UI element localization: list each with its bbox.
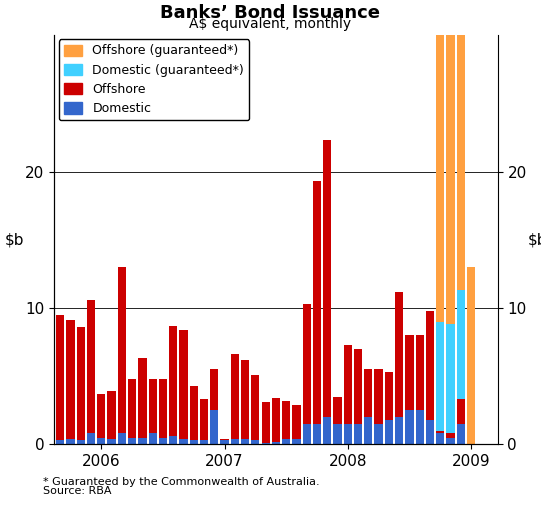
Bar [457, 31, 465, 290]
Bar [292, 405, 301, 439]
Bar [302, 424, 311, 444]
Bar [210, 370, 219, 410]
Bar [374, 370, 382, 424]
Bar [313, 181, 321, 424]
Bar [251, 440, 260, 444]
Bar [180, 439, 188, 444]
Bar [261, 443, 270, 444]
Bar [149, 433, 157, 444]
Bar [118, 433, 126, 444]
Bar [180, 330, 188, 439]
Bar [241, 360, 249, 439]
Bar [354, 349, 362, 424]
Bar [323, 417, 331, 444]
Bar [138, 359, 147, 437]
Bar [108, 439, 116, 444]
Bar [230, 355, 239, 439]
Bar [87, 300, 95, 433]
Bar [446, 437, 454, 444]
Bar [169, 326, 177, 436]
Text: A$ equivalent, monthly: A$ equivalent, monthly [189, 17, 352, 31]
Bar [333, 397, 341, 424]
Bar [323, 140, 331, 417]
Bar [138, 437, 147, 444]
Bar [446, 433, 454, 437]
Bar [149, 379, 157, 433]
Bar [200, 440, 208, 444]
Bar [415, 335, 424, 410]
Bar [385, 372, 393, 420]
Bar [169, 436, 177, 444]
Bar [374, 424, 382, 444]
Bar [344, 345, 352, 424]
Bar [190, 440, 198, 444]
Bar [302, 304, 311, 424]
Bar [230, 439, 239, 444]
Bar [97, 437, 105, 444]
Bar [436, 322, 444, 431]
Bar [395, 292, 403, 417]
Bar [108, 391, 116, 439]
Bar [67, 320, 75, 439]
Bar [159, 437, 167, 444]
Bar [118, 267, 126, 433]
Bar [446, 0, 454, 324]
Bar [190, 386, 198, 440]
Bar [405, 335, 413, 410]
Bar [87, 433, 95, 444]
Bar [282, 439, 291, 444]
Bar [221, 439, 229, 440]
Bar [364, 370, 372, 417]
Bar [446, 324, 454, 433]
Bar [313, 424, 321, 444]
Bar [241, 439, 249, 444]
Text: Banks’ Bond Issuance: Banks’ Bond Issuance [161, 4, 380, 22]
Bar [221, 440, 229, 444]
Bar [292, 439, 301, 444]
Bar [457, 424, 465, 444]
Bar [272, 442, 280, 444]
Bar [200, 399, 208, 440]
Bar [354, 424, 362, 444]
Bar [436, 431, 444, 433]
Bar [364, 417, 372, 444]
Bar [272, 398, 280, 442]
Bar [344, 424, 352, 444]
Bar [426, 311, 434, 420]
Bar [56, 440, 64, 444]
Bar [436, 433, 444, 444]
Bar [457, 290, 465, 399]
Y-axis label: $b: $b [4, 232, 24, 247]
Bar [67, 439, 75, 444]
Bar [77, 440, 85, 444]
Bar [385, 420, 393, 444]
Bar [77, 327, 85, 440]
Bar [210, 410, 219, 444]
Bar [415, 410, 424, 444]
Bar [261, 402, 270, 443]
Bar [333, 424, 341, 444]
Text: Source: RBA: Source: RBA [43, 486, 112, 496]
Bar [436, 15, 444, 322]
Bar [128, 437, 136, 444]
Bar [467, 267, 475, 444]
Bar [56, 315, 64, 440]
Bar [282, 401, 291, 439]
Legend: Offshore (guaranteed*), Domestic (guaranteed*), Offshore, Domestic: Offshore (guaranteed*), Domestic (guaran… [58, 39, 249, 120]
Y-axis label: $b: $b [528, 232, 541, 247]
Bar [159, 379, 167, 437]
Bar [97, 394, 105, 437]
Bar [457, 399, 465, 424]
Bar [426, 420, 434, 444]
Bar [405, 410, 413, 444]
Text: * Guaranteed by the Commonwealth of Australia.: * Guaranteed by the Commonwealth of Aust… [43, 477, 320, 487]
Bar [395, 417, 403, 444]
Bar [251, 375, 260, 440]
Bar [128, 379, 136, 437]
